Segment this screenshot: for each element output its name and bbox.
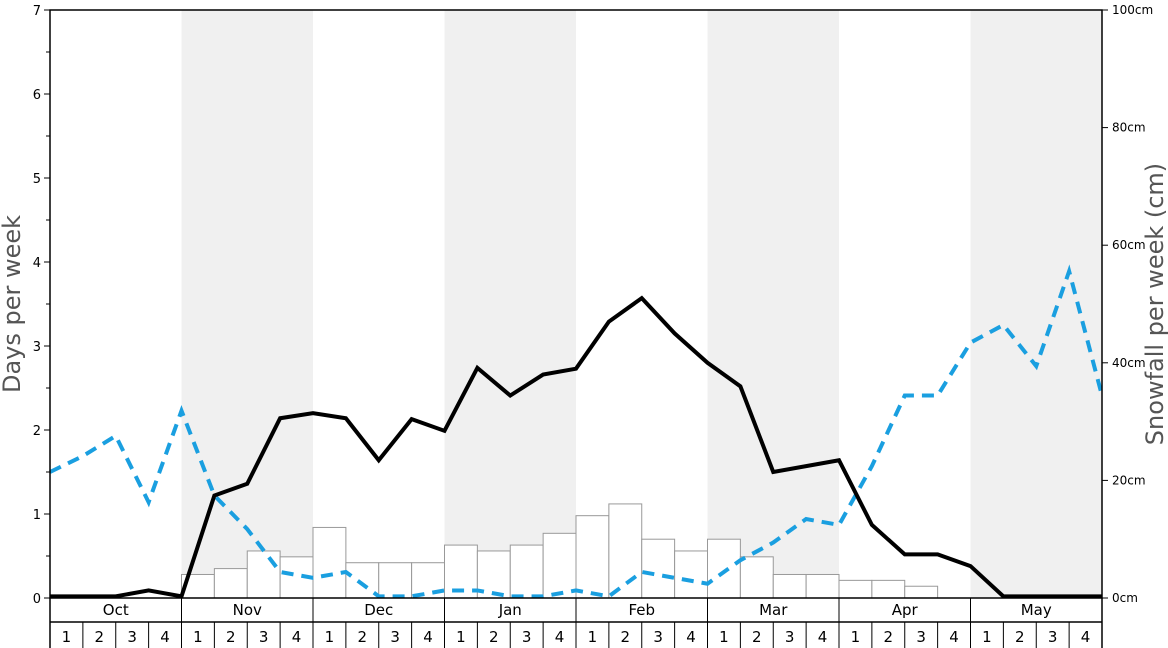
- month-label: Mar: [759, 601, 788, 619]
- y2-tick-label: 80cm: [1112, 121, 1146, 135]
- month-label: Nov: [233, 601, 262, 619]
- week-label: 4: [160, 628, 170, 646]
- week-label: 2: [1015, 628, 1025, 646]
- month-label: Feb: [628, 601, 655, 619]
- snowfall-bar: [608, 503, 643, 599]
- week-label: 3: [127, 628, 137, 646]
- snowfall-bar: [575, 515, 610, 599]
- week-label: 3: [259, 628, 269, 646]
- snowfall-bar: [674, 550, 708, 599]
- week-label: 1: [982, 628, 992, 646]
- week-label: 1: [719, 628, 729, 646]
- y-tick-label: 6: [33, 88, 41, 103]
- snowfall-bar: [345, 562, 380, 599]
- week-label: 2: [752, 628, 762, 646]
- snowfall-bar: [542, 532, 577, 599]
- week-label: 2: [358, 628, 368, 646]
- week-label: 3: [916, 628, 926, 646]
- snowfall-bar: [805, 573, 840, 599]
- week-label: 2: [226, 628, 236, 646]
- week-label: 1: [62, 628, 72, 646]
- month-label: Oct: [103, 601, 129, 619]
- snowfall-bar: [772, 573, 807, 599]
- month-label: Dec: [364, 601, 393, 619]
- days-series-line: [50, 295, 1102, 599]
- week-label: 4: [292, 628, 302, 646]
- week-label: 3: [390, 628, 400, 646]
- week-label: 3: [785, 628, 795, 646]
- y2-tick-label: 0cm: [1112, 591, 1138, 605]
- month-label: May: [1021, 601, 1052, 619]
- week-label: 1: [588, 628, 598, 646]
- y-tick-label: 2: [33, 424, 41, 439]
- snowfall-bar: [838, 579, 873, 599]
- snowfall-bar: [213, 568, 248, 599]
- y-tick-label: 0: [33, 592, 41, 607]
- month-shade-band: [970, 10, 1102, 598]
- y-tick-label: 5: [33, 172, 41, 187]
- snowfall-bar: [904, 585, 939, 599]
- month-shade-band: [181, 10, 313, 598]
- week-label: 2: [621, 628, 631, 646]
- week-label: 1: [325, 628, 335, 646]
- snowfall-bar: [641, 538, 676, 599]
- week-label: 3: [522, 628, 532, 646]
- week-label: 2: [95, 628, 105, 646]
- snowfall-bar: [312, 526, 347, 599]
- month-shade-band: [707, 10, 839, 598]
- week-label: 4: [686, 628, 696, 646]
- y2-tick-label: 20cm: [1112, 473, 1146, 487]
- week-label: 2: [489, 628, 499, 646]
- week-label: 4: [555, 628, 565, 646]
- y2-tick-label: 40cm: [1112, 356, 1146, 370]
- week-label: 4: [949, 628, 959, 646]
- week-label: 1: [456, 628, 466, 646]
- snowfall-bar: [739, 556, 774, 599]
- week-label: 1: [193, 628, 203, 646]
- snowfall-bar: [871, 579, 906, 599]
- y-tick-label: 3: [33, 340, 41, 355]
- week-label: 4: [423, 628, 433, 646]
- week-label: 2: [884, 628, 894, 646]
- y-tick-label: 7: [33, 4, 41, 19]
- y2-tick-label: 60cm: [1112, 238, 1146, 252]
- week-label: 3: [1048, 628, 1058, 646]
- month-shade-band: [444, 10, 576, 598]
- y-tick-label: 4: [33, 256, 41, 271]
- month-label: Jan: [498, 601, 522, 619]
- y-axis-title: Days per week: [0, 215, 26, 393]
- y2-tick-label: 100cm: [1112, 3, 1153, 17]
- snowfall-bar: [509, 544, 544, 599]
- week-label: 4: [818, 628, 828, 646]
- dashed-series-line: [49, 264, 1104, 599]
- week-label: 4: [1081, 628, 1091, 646]
- y-tick-label: 1: [33, 508, 41, 523]
- week-label: 1: [851, 628, 861, 646]
- month-label: Apr: [892, 601, 919, 619]
- week-label: 3: [653, 628, 663, 646]
- y2-axis-title: Snowfall per week (cm): [1141, 163, 1168, 445]
- snowfall-bar: [378, 562, 413, 599]
- snowfall-bar: [246, 550, 281, 599]
- snowfall-bar: [707, 538, 741, 599]
